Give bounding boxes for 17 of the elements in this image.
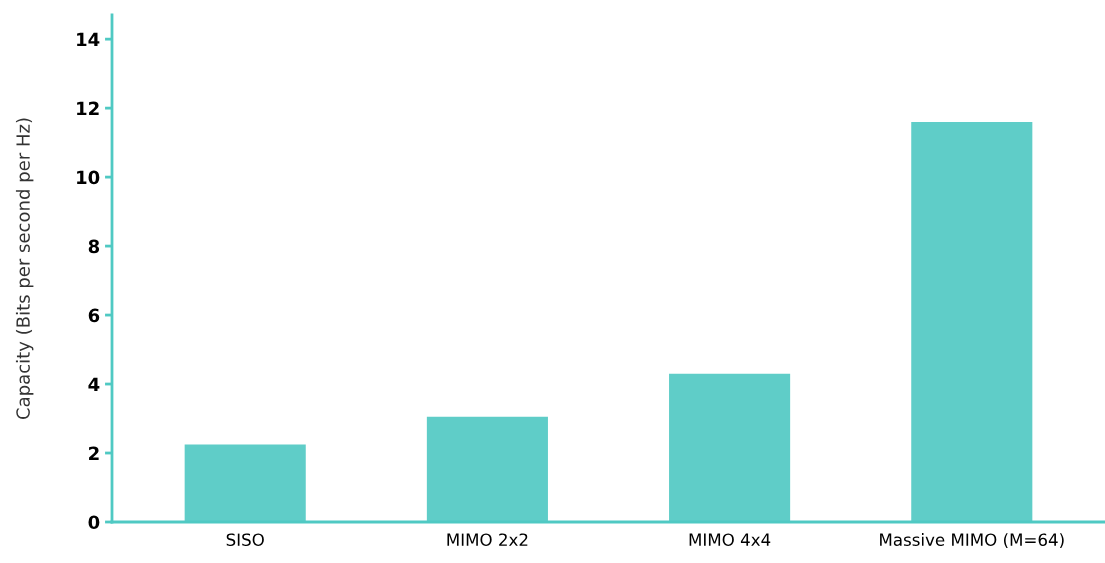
- y-tick-label: 14: [77, 32, 100, 46]
- bar: [911, 121, 1033, 522]
- y-tick-label: 8: [88, 239, 100, 254]
- y-tick-label: 0: [88, 515, 100, 530]
- bar: [426, 416, 548, 522]
- y-tick-label: 2: [89, 446, 99, 460]
- bar: [184, 444, 306, 522]
- y-tick-label: 4: [88, 377, 100, 391]
- x-tick-label: Massive MIMO (M=64): [880, 533, 1064, 548]
- y-tick-label: 6: [88, 308, 100, 323]
- x-tick-label: MIMO 2x2: [447, 533, 528, 547]
- x-tick-label: SISO: [226, 533, 264, 547]
- y-axis-title: Capacity (Bits per second per Hz): [15, 118, 34, 419]
- y-tick-label: 12: [77, 101, 99, 115]
- x-tick-label: MIMO 4x4: [689, 533, 771, 547]
- y-tick-label: 10: [77, 170, 100, 185]
- bar: [669, 373, 791, 522]
